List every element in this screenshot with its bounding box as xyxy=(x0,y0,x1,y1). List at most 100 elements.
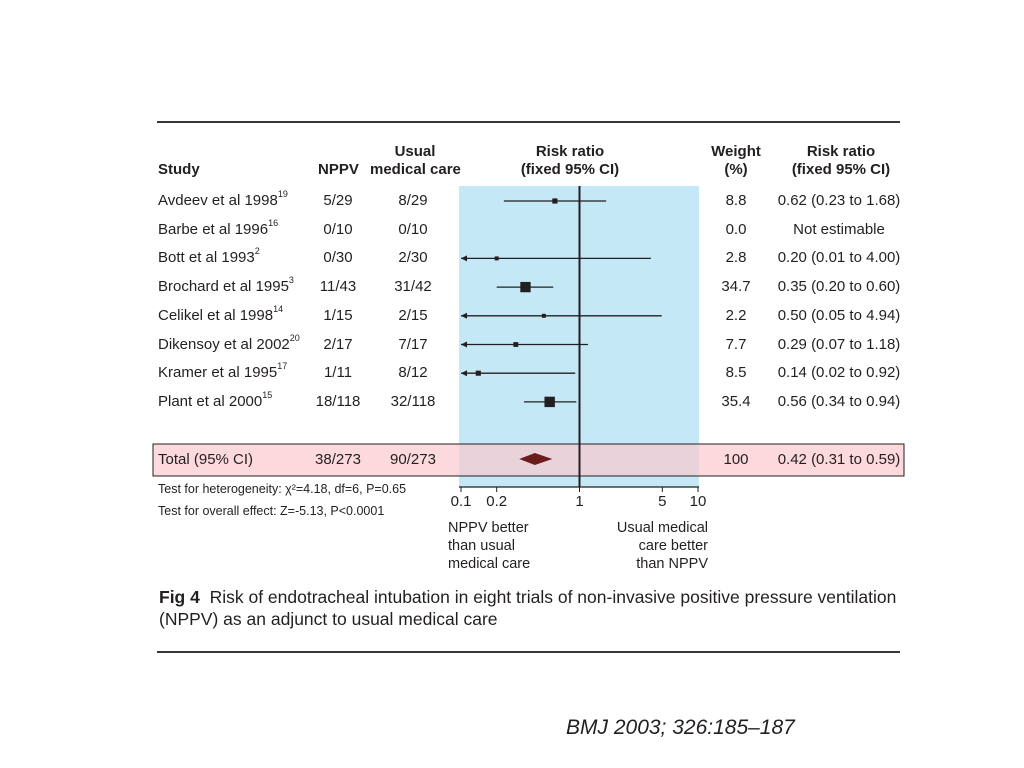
study-reference: 15 xyxy=(262,389,273,400)
study-weight: 8.8 xyxy=(725,192,747,209)
study-name: Celikel et al 199814 xyxy=(158,303,284,325)
header-rr-text-1: Risk ratio xyxy=(806,143,876,160)
study-usual: 2/15 xyxy=(398,306,428,324)
study-name: Kramer et al 199517 xyxy=(158,361,288,382)
x-tick-label-1: 1 xyxy=(575,493,584,510)
ci-arrow-6 xyxy=(461,341,467,348)
header-rr-plot-2: (fixed 95% CI) xyxy=(520,161,620,178)
header-weight-2: (%) xyxy=(724,161,748,178)
study-rr-text: 0.29 (0.07 to 1.18) xyxy=(777,335,901,353)
study-reference: 17 xyxy=(277,361,288,372)
study-nppv: 1/11 xyxy=(323,364,353,382)
header-rr-plot-1: Risk ratio xyxy=(535,143,605,160)
ci-arrow-5 xyxy=(461,312,467,319)
study-usual: 8/12 xyxy=(398,364,428,382)
header-weight-1: Weight xyxy=(711,143,761,160)
study-reference: 3 xyxy=(288,275,294,286)
figure-caption: Fig 4 Risk of endotracheal intubation in… xyxy=(159,586,899,630)
total-diamond xyxy=(519,453,553,465)
heterogeneity-test: Test for heterogeneity: χ²=4.18, df=6, P… xyxy=(158,482,407,496)
study-name: Brochard et al 19953 xyxy=(158,275,294,296)
study-nppv: 1/15 xyxy=(323,306,353,324)
study-usual: 8/29 xyxy=(398,192,428,209)
x-tick-label-10: 10 xyxy=(689,493,707,510)
study-rr-text: 0.56 (0.34 to 0.94) xyxy=(777,392,901,410)
study-name-text: Avdeev et al 1998 xyxy=(158,192,278,209)
favours-right-3: than NPPV xyxy=(636,556,708,572)
study-usual: 2/30 xyxy=(398,249,428,267)
header-usual-1: Usual xyxy=(394,143,436,160)
favours-left-3: medical care xyxy=(448,556,531,572)
point-estimate-3 xyxy=(494,256,499,261)
study-name: Plant et al 200015 xyxy=(158,389,273,411)
favours-right-2: care better xyxy=(638,538,708,554)
point-estimate-5 xyxy=(541,313,546,318)
study-nppv: 0/10 xyxy=(323,220,353,238)
study-weight: 7.7 xyxy=(725,335,747,353)
study-weight: 8.5 xyxy=(725,364,747,382)
study-name-text: Bott et al 1993 xyxy=(158,249,255,267)
study-rr-text: 0.50 (0.05 to 4.94) xyxy=(777,306,901,324)
caption-label: Fig 4 xyxy=(159,587,200,607)
study-reference: 2 xyxy=(254,246,260,257)
header-rr-text-2: (fixed 95% CI) xyxy=(791,161,891,178)
point-estimate-6 xyxy=(513,342,519,347)
study-name-text: Celikel et al 1998 xyxy=(158,306,274,324)
ci-arrow-3 xyxy=(461,255,467,262)
study-reference: 14 xyxy=(273,303,284,314)
total-name: Total (95% CI) xyxy=(158,451,254,468)
study-reference: 16 xyxy=(268,217,279,228)
header-study: Study xyxy=(158,161,200,178)
study-name-text: Brochard et al 1995 xyxy=(158,278,289,296)
favours-right-1: Usual medical xyxy=(616,520,708,536)
citation: BMJ 2003; 326:185–187 xyxy=(566,716,795,739)
top-rule xyxy=(157,121,900,123)
total-weight: 100 xyxy=(723,451,749,468)
favours-left-1: NPPV better xyxy=(448,520,529,536)
point-estimate-1 xyxy=(552,198,558,204)
ci-arrow-7 xyxy=(461,370,467,377)
x-tick-label-5: 5 xyxy=(658,493,667,510)
caption-text: Risk of endotracheal intubation in eight… xyxy=(159,587,897,629)
study-nppv: 18/118 xyxy=(315,392,361,410)
study-rr-text: Not estimable xyxy=(793,220,885,238)
study-weight: 2.8 xyxy=(725,249,747,267)
study-name-text: Dikensoy et al 2002 xyxy=(158,335,290,353)
header-nppv: NPPV xyxy=(318,161,359,178)
study-name: Bott et al 19932 xyxy=(158,246,260,267)
study-name: Barbe et al 199616 xyxy=(158,217,279,239)
x-tick-label-0.1: 0.1 xyxy=(450,493,472,510)
header-usual-2: medical care xyxy=(370,161,461,178)
study-usual: 0/10 xyxy=(398,220,428,238)
study-weight: 2.2 xyxy=(725,306,747,324)
favours-left-2: than usual xyxy=(448,538,515,554)
study-nppv: 2/17 xyxy=(323,335,353,353)
study-rr-text: 0.14 (0.02 to 0.92) xyxy=(777,364,901,382)
study-usual: 31/42 xyxy=(394,278,432,296)
study-weight: 0.0 xyxy=(725,220,747,238)
study-rr-text: 0.35 (0.20 to 0.60) xyxy=(777,278,901,296)
study-name: Dikensoy et al 200220 xyxy=(158,332,300,354)
study-nppv: 11/43 xyxy=(319,278,357,296)
study-reference: 19 xyxy=(277,189,288,199)
study-name-text: Kramer et al 1995 xyxy=(158,364,278,382)
study-usual: 7/17 xyxy=(398,335,428,353)
study-rr-text: 0.20 (0.01 to 4.00) xyxy=(777,249,901,267)
study-nppv: 0/30 xyxy=(323,249,353,267)
study-usual: 32/118 xyxy=(390,392,436,410)
study-name: Avdeev et al 199819 xyxy=(158,189,288,210)
study-name-text: Barbe et al 1996 xyxy=(158,220,269,238)
total-rr-text: 0.42 (0.31 to 0.59) xyxy=(777,451,901,468)
total-usual: 90/273 xyxy=(390,451,436,468)
study-reference: 20 xyxy=(289,332,300,343)
study-weight: 35.4 xyxy=(721,392,751,410)
overall-effect-test: Test for overall effect: Z=-5.13, P<0.00… xyxy=(158,504,385,518)
point-estimate-8 xyxy=(544,396,555,408)
study-weight: 34.7 xyxy=(721,278,751,296)
total-nppv: 38/273 xyxy=(315,451,361,468)
study-name-text: Plant et al 2000 xyxy=(158,392,263,410)
point-estimate-4 xyxy=(520,281,531,293)
study-rr-text: 0.62 (0.23 to 1.68) xyxy=(777,192,901,209)
study-nppv: 5/29 xyxy=(323,192,353,209)
